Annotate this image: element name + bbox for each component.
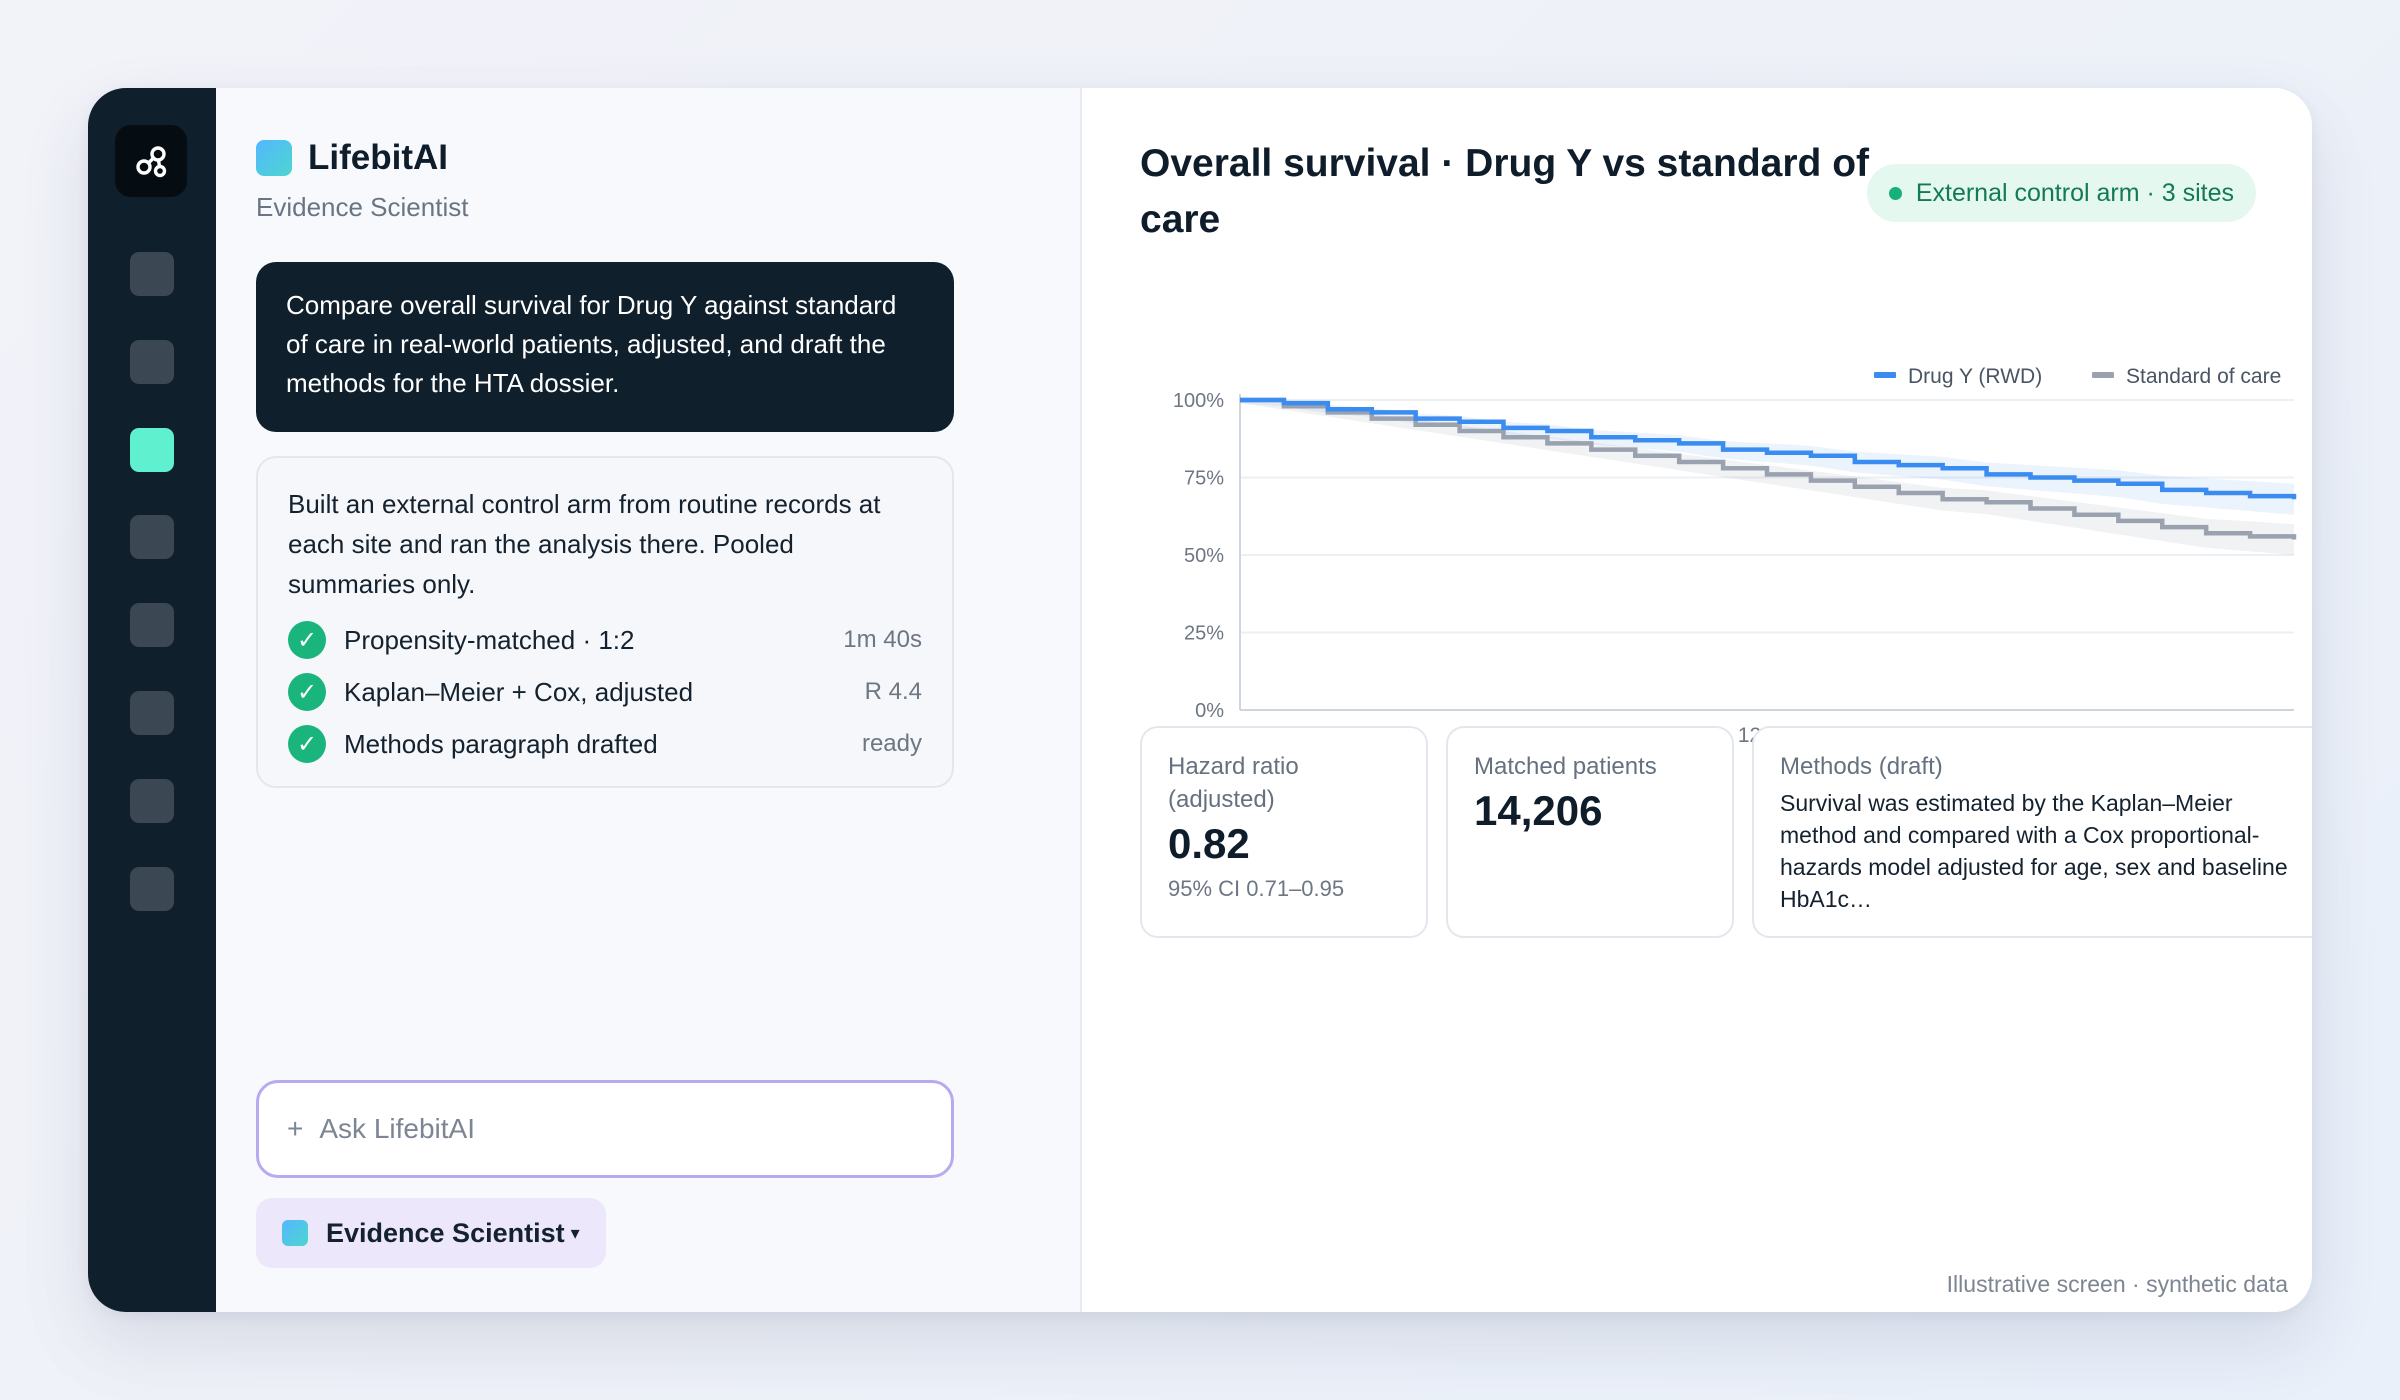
step-meta: R 4.4 — [864, 678, 922, 705]
agent-selector[interactable]: Evidence Scientist ▾ — [256, 1198, 606, 1268]
matched-patients-value: 14,206 — [1474, 787, 1603, 834]
brand-subtitle: Evidence Scientist — [256, 192, 469, 222]
check-icon: ✓ — [288, 725, 326, 763]
nav-icon-8[interactable] — [130, 867, 174, 911]
hazard-ratio-ci: 95% CI 0.71–0.95 — [1168, 876, 1345, 901]
legend-label: Drug Y (RWD) — [1908, 365, 2042, 388]
agent-logo-icon — [282, 1220, 308, 1246]
network-nodes-icon[interactable] — [115, 125, 187, 197]
app-window: LifebitAI Evidence Scientist Compare ove… — [88, 88, 2312, 1312]
status-badge: External control arm · 3 sites — [1866, 164, 2256, 222]
methods-label: Methods (draft) — [1780, 753, 1943, 780]
chat-panel: LifebitAI Evidence Scientist Compare ove… — [216, 88, 1082, 1312]
nav-icon-5[interactable] — [130, 603, 174, 647]
brand: LifebitAI — [256, 138, 448, 178]
matched-patients-label: Matched patients — [1474, 753, 1657, 780]
survival-curve-0 — [1240, 397, 2297, 500]
legend-swatch — [2092, 372, 2114, 378]
caret-down-icon: ▾ — [570, 1222, 580, 1243]
hazard-ratio-card: Hazard ratio (adjusted) 0.82 95% CI 0.71… — [1140, 726, 1428, 938]
step-list: ✓ Propensity-matched · 1:2 1m 40s ✓ Kapl… — [288, 614, 922, 770]
ask-input-placeholder: Ask LifebitAI — [319, 1113, 475, 1144]
step-label: Methods paragraph drafted — [344, 728, 658, 759]
survival-curve-1 — [1240, 397, 2297, 540]
step-item: ✓ Propensity-matched · 1:2 1m 40s — [288, 614, 922, 666]
agent-selector-label: Evidence Scientist — [326, 1217, 565, 1248]
survival-chart: 0%25%50%75%100%0 mo6 mo12 mo18 mo24 moDr… — [1173, 365, 2312, 747]
footnote: Illustrative screen · synthetic data — [1946, 1271, 2288, 1297]
matched-patients-card: Matched patients 14,206 — [1446, 726, 1734, 938]
nav-icon-3[interactable] — [130, 428, 174, 472]
plus-icon[interactable]: + — [287, 1113, 304, 1144]
nav-icon-6[interactable] — [130, 691, 174, 735]
y-tick-label: 25% — [1184, 623, 1224, 645]
brand-name: LifebitAI — [308, 138, 448, 177]
hazard-ratio-value: 0.82 — [1168, 820, 1250, 867]
assistant-reply-card: Built an external control arm from routi… — [256, 456, 954, 788]
nav-icon-1[interactable] — [130, 252, 174, 296]
status-dot-icon — [1888, 186, 1902, 200]
results-panel: Overall survival · Drug Y vs standard of… — [1082, 88, 2312, 1312]
legend-swatch — [1874, 372, 1896, 378]
legend-label: Standard of care — [2126, 365, 2281, 388]
nav-icon-2[interactable] — [130, 340, 174, 384]
y-tick-label: 50% — [1184, 545, 1224, 567]
step-item: ✓ Kaplan–Meier + Cox, adjusted R 4.4 — [288, 666, 922, 718]
methods-card[interactable]: Methods (draft) Survival was estimated b… — [1752, 726, 2312, 938]
step-item: ✓ Methods paragraph drafted ready — [288, 718, 922, 770]
check-icon: ✓ — [288, 621, 326, 659]
step-meta: 1m 40s — [843, 626, 922, 653]
y-tick-label: 0% — [1195, 700, 1224, 722]
nav-rail — [88, 88, 216, 1312]
nav-icon-4[interactable] — [130, 515, 174, 559]
y-tick-label: 75% — [1184, 468, 1224, 490]
nav-icon-7[interactable] — [130, 779, 174, 823]
step-label: Propensity-matched · 1:2 — [344, 624, 635, 655]
user-prompt-bubble: Compare overall survival for Drug Y agai… — [256, 262, 954, 432]
assistant-reply-text: Built an external control arm from routi… — [288, 489, 881, 599]
hazard-ratio-label: Hazard ratio (adjusted) — [1168, 753, 1299, 813]
check-icon: ✓ — [288, 673, 326, 711]
y-tick-label: 100% — [1173, 390, 1224, 412]
step-meta: ready — [861, 730, 922, 757]
brand-logo-icon — [256, 140, 292, 176]
status-badge-label: External control arm · 3 sites — [1915, 178, 2234, 207]
ask-input[interactable]: + Ask LifebitAI — [256, 1080, 954, 1178]
page-title: Overall survival · Drug Y vs standard of… — [1140, 142, 1870, 241]
methods-body: Survival was estimated by the Kaplan–Mei… — [1780, 790, 2288, 912]
step-label: Kaplan–Meier + Cox, adjusted — [344, 676, 694, 707]
